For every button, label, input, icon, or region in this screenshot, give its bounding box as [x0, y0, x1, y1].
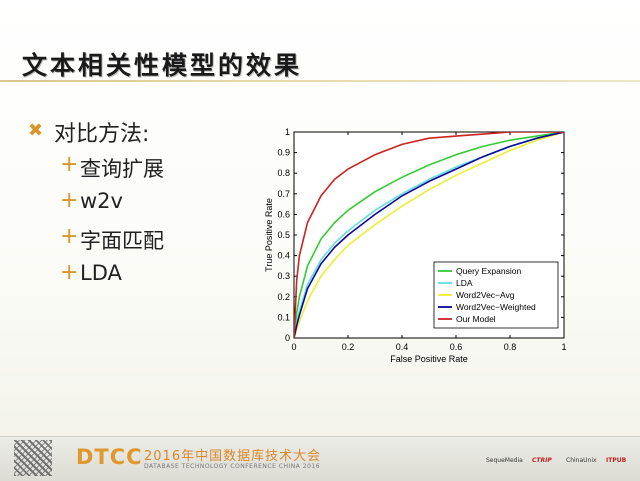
- sponsor-logo: SequeMedia: [486, 457, 523, 464]
- sub-bullet-text: 查询扩展: [80, 157, 164, 181]
- cross-bullet-icon: ✖: [28, 120, 44, 141]
- plus-bullet-icon: +: [60, 188, 79, 213]
- conference-title: 2016年中国数据库技术大会: [144, 449, 322, 464]
- y-tick-label: 0.6: [277, 209, 290, 219]
- y-tick-label: 0.7: [277, 189, 290, 199]
- conference-subtitle: DATABASE TECHNOLOGY CONFERENCE CHINA 201…: [144, 463, 321, 470]
- legend-box: [433, 261, 559, 329]
- legend-label: Query Expansion: [456, 266, 521, 276]
- plus-bullet-icon: +: [60, 260, 79, 285]
- x-tick-label: 0: [291, 342, 296, 352]
- legend-label: Our Model: [456, 314, 496, 324]
- bullet-list: ✖ 对比方法: + 查询扩展 + w2v + 字面匹配 + LDA: [28, 116, 164, 296]
- sponsor-logo: ITPUB: [606, 457, 627, 464]
- y-tick-label: 0.3: [277, 271, 290, 281]
- sub-bullet-text: w2v: [80, 189, 123, 213]
- y-tick-label: 0.2: [277, 292, 290, 302]
- y-tick-label: 0.1: [277, 312, 290, 322]
- legend-label: Word2Vec−Avg: [456, 290, 515, 300]
- legend-label: Word2Vec−Weighted: [456, 302, 536, 312]
- y-tick-label: 0.5: [277, 230, 290, 240]
- x-tick-label: 1: [561, 342, 566, 352]
- series-line: [294, 132, 564, 338]
- footer-bar: DTCC 2016年中国数据库技术大会 DATABASE TECHNOLOGY …: [0, 436, 640, 481]
- y-tick-label: 0.4: [277, 251, 290, 261]
- series-line: [294, 132, 564, 338]
- sub-bullet-text: LDA: [80, 261, 122, 285]
- sponsor-logo: ChinaUnix: [566, 457, 597, 464]
- x-tick-label: 0.4: [396, 342, 409, 352]
- series-line: [294, 132, 564, 338]
- bullet-main-text: 对比方法:: [54, 122, 150, 147]
- series-line: [294, 132, 564, 338]
- legend-label: LDA: [456, 278, 473, 288]
- slide-title: 文本相关性模型的效果: [22, 51, 303, 80]
- x-tick-label: 0.6: [450, 342, 463, 352]
- y-axis-label: True Positive Rate: [264, 198, 274, 272]
- x-tick-label: 0.2: [342, 342, 355, 352]
- title-divider: [0, 80, 640, 82]
- qr-code-image: [14, 440, 52, 476]
- sub-bullet-text: 字面匹配: [80, 229, 164, 253]
- y-tick-label: 0.9: [277, 148, 290, 158]
- y-tick-label: 0.8: [277, 168, 290, 178]
- plus-bullet-icon: +: [60, 224, 79, 249]
- dtcc-logo: DTCC: [76, 445, 143, 469]
- x-axis-label: False Positive Rate: [390, 354, 468, 364]
- y-tick-label: 0: [285, 333, 290, 343]
- bullet-main: ✖ 对比方法:: [28, 116, 149, 152]
- roc-chart: 0 0.2 0.4 0.6 0.8 1 0 0.1 0.2 0.3 0.4 0.5 0.6 0.7 0.8 0…: [264, 127, 567, 364]
- sponsor-logo: CTRIP: [532, 457, 552, 464]
- y-tick-label: 1: [285, 127, 290, 137]
- plus-bullet-icon: +: [60, 152, 79, 177]
- x-tick-label: 0.8: [504, 342, 517, 352]
